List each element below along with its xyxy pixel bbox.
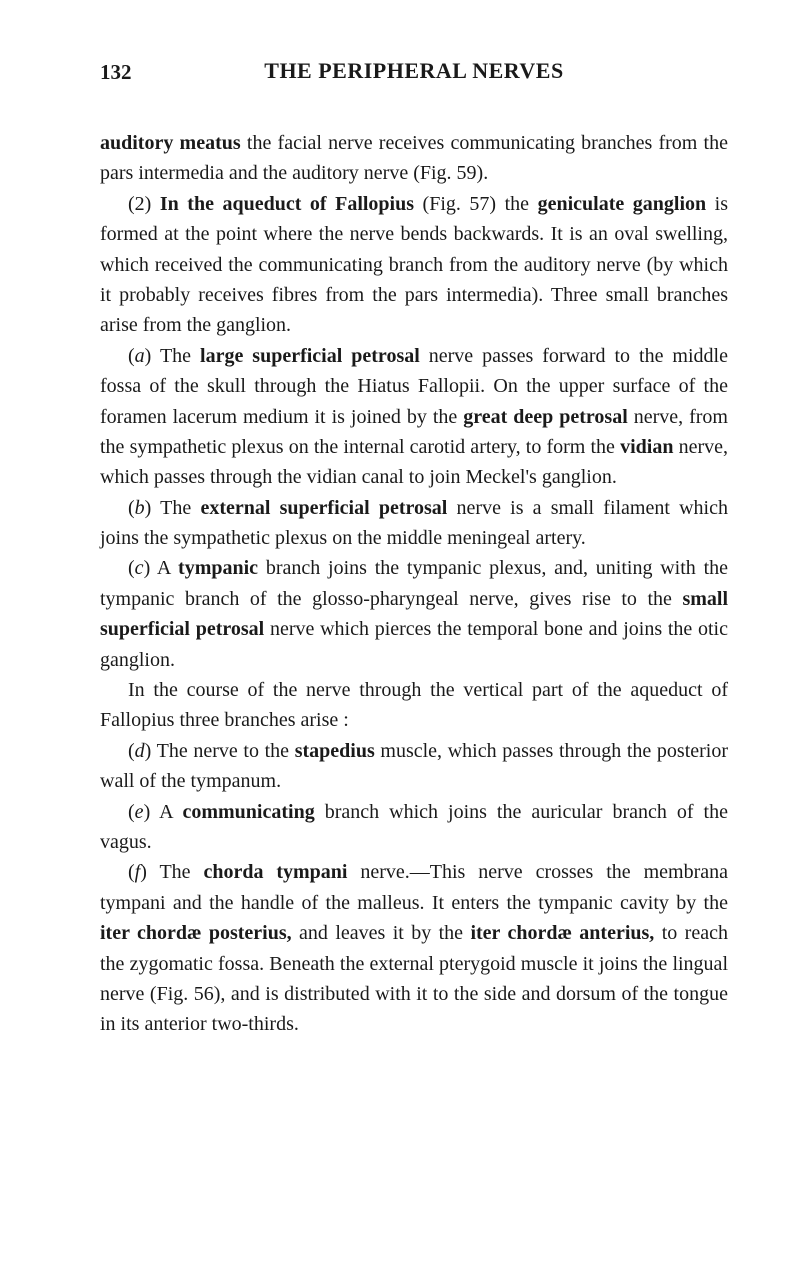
bold-text: great deep petrosal bbox=[463, 406, 628, 428]
text: ( bbox=[128, 497, 135, 519]
paragraph-9: (f) The chorda tympani nerve.—This nerve… bbox=[100, 857, 728, 1039]
paragraph-4: (b) The external superficial petrosal ne… bbox=[100, 493, 728, 554]
text: (2) bbox=[128, 193, 160, 215]
text: ) The bbox=[140, 861, 203, 883]
text: ( bbox=[128, 345, 135, 367]
text: ( bbox=[128, 861, 135, 883]
text: and leaves it by the bbox=[292, 922, 471, 944]
page-title: THE PERIPHERAL NERVES bbox=[100, 58, 728, 84]
bold-text: geniculate ganglion bbox=[538, 193, 707, 215]
italic-text: d bbox=[135, 740, 145, 762]
italic-text: e bbox=[135, 801, 144, 823]
italic-text: c bbox=[135, 557, 144, 579]
text: ) A bbox=[144, 557, 178, 579]
italic-text: a bbox=[135, 345, 145, 367]
bold-text: tympanic bbox=[178, 557, 258, 579]
text: ) A bbox=[144, 801, 183, 823]
page-content: auditory meatus the facial nerve receive… bbox=[100, 128, 728, 1040]
paragraph-6: In the course of the nerve through the v… bbox=[100, 675, 728, 736]
text: ) The nerve to the bbox=[145, 740, 295, 762]
bold-text: In the aqueduct of Fallopius bbox=[160, 193, 414, 215]
paragraph-8: (e) A communicating branch which joins t… bbox=[100, 797, 728, 858]
paragraph-2: (2) In the aqueduct of Fallopius (Fig. 5… bbox=[100, 189, 728, 341]
paragraph-7: (d) The nerve to the stapedius muscle, w… bbox=[100, 736, 728, 797]
text: (Fig. 57) the bbox=[414, 193, 538, 215]
bold-text: vidian bbox=[620, 436, 673, 458]
italic-text: b bbox=[135, 497, 145, 519]
text: ( bbox=[128, 740, 135, 762]
paragraph-5: (c) A tympanic branch joins the tympanic… bbox=[100, 553, 728, 675]
bold-text: large superficial petrosal bbox=[200, 345, 420, 367]
bold-text: communicating bbox=[182, 801, 314, 823]
paragraph-1: auditory meatus the facial nerve receive… bbox=[100, 128, 728, 189]
bold-text: external superficial petrosal bbox=[200, 497, 447, 519]
bold-text: stapedius bbox=[295, 740, 375, 762]
text: ( bbox=[128, 801, 135, 823]
bold-text: iter chordæ posterius, bbox=[100, 922, 292, 944]
page-number: 132 bbox=[100, 60, 132, 85]
bold-text: auditory meatus bbox=[100, 132, 241, 154]
text: ) The bbox=[145, 497, 201, 519]
bold-text: iter chordæ anterius, bbox=[470, 922, 654, 944]
text: ( bbox=[128, 557, 135, 579]
text: ) The bbox=[145, 345, 200, 367]
paragraph-3: (a) The large superficial petrosal nerve… bbox=[100, 341, 728, 493]
bold-text: chorda tympani bbox=[203, 861, 347, 883]
